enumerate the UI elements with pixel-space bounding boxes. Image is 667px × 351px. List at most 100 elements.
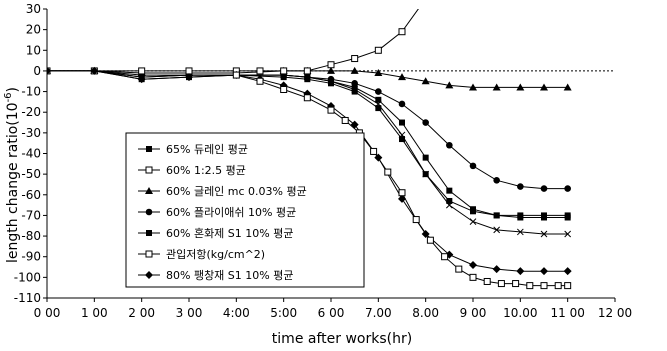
data-point [375,88,382,95]
data-point [469,83,477,91]
x-tick-label: 8.00 [412,306,439,320]
y-tick-label: -80 [21,229,41,243]
data-point [399,119,405,126]
data-point [304,76,311,83]
data-point [554,282,562,290]
x-tick-label: 1 00 [81,306,108,320]
data-point [455,265,463,273]
data-point [469,218,477,225]
series-6 [47,66,572,276]
data-point [441,253,449,261]
data-point [280,86,288,94]
y-tick-label: -100 [14,270,41,284]
data-point [351,84,358,91]
x-tick-label: 11 00 [550,306,584,320]
x-tick-label: 10.00 [503,306,537,320]
x-tick-label: 5:00 [270,306,297,320]
legend-label: 60% 글레인 mc 0.03% 평균 [166,185,307,198]
data-point [469,273,477,281]
series-line [47,70,568,88]
data-point [145,187,153,194]
data-point [422,171,429,178]
data-point [351,88,358,95]
data-point [303,67,311,75]
data-point [421,77,430,85]
y-tick-label: -50 [21,167,41,181]
legend-label: 60% 혼화제 S1 10% 평균 [166,227,293,240]
legend-label: 60% 1:2.5 평균 [166,164,246,177]
data-point [446,197,453,204]
data-point [517,183,524,190]
x-axis-title: time after works(hr) [272,331,412,347]
legend-entry: 60% 플라이애쉬 10% 평균 [138,206,296,219]
data-point [146,146,152,152]
data-point [470,208,476,215]
data-point [375,105,382,112]
data-point [256,77,264,85]
data-point [327,66,335,74]
y-axis-title-main: length change ratio(10 [5,102,21,263]
data-point [145,250,153,258]
data-point [516,267,525,276]
data-point [374,46,382,54]
x-tick-label: 2 00 [128,306,155,320]
y-tick-label: 0 [33,64,41,78]
y-tick-label: -90 [21,250,41,264]
y-tick-label: 20 [26,23,41,37]
data-point [469,260,477,269]
data-point [541,212,547,219]
data-point [540,230,548,238]
data-point [145,166,153,174]
data-point [374,68,383,76]
data-point [564,185,571,192]
data-point [398,73,406,81]
x-tick-label: 7.00 [365,306,392,320]
data-point [446,141,453,149]
data-point [563,267,572,276]
data-point [564,230,572,238]
y-tick-label: -30 [21,126,41,140]
y-tick-label: -60 [21,188,41,202]
data-point [328,80,334,87]
data-point [412,216,420,224]
data-point [422,119,429,126]
data-point [350,66,359,74]
data-point [232,71,240,79]
data-point [540,282,548,290]
data-point [350,120,359,129]
data-point [185,67,193,75]
y-tick-label: -70 [21,208,41,222]
data-point [563,83,572,91]
x-tick-label: 9 00 [460,306,487,320]
data-point [370,147,378,155]
data-point [327,106,335,114]
x-tick-label: 3 00 [176,306,203,320]
data-point [492,265,501,274]
data-point [256,67,264,75]
data-point [512,280,520,288]
y-tick-label: 10 [26,43,41,57]
data-point [483,277,491,285]
data-point [497,280,505,288]
legend-entry: 65% 듀레인 평균 [138,143,248,156]
y-tick-label: -10 [21,85,41,99]
data-point [327,61,335,69]
data-point [90,66,99,75]
x-tick-label: 12 00 [598,306,632,320]
data-point [280,74,287,81]
y-tick-label: -20 [21,105,41,119]
data-point [493,226,501,234]
data-point [445,81,454,89]
data-point [493,212,500,219]
legend-box [125,132,365,288]
data-point [137,75,146,84]
data-point [422,154,429,161]
data-point [351,55,359,63]
data-point [564,212,571,219]
series-7 [232,71,572,290]
legend-entry: 80% 팽창재 S1 10% 평균 [138,269,293,282]
y-axis-title-exponent: -6 [3,92,14,102]
legend-label: 관입저항(kg/cm^2) [166,248,265,261]
legend-entry: 60% 혼화제 S1 10% 평균 [138,227,293,240]
